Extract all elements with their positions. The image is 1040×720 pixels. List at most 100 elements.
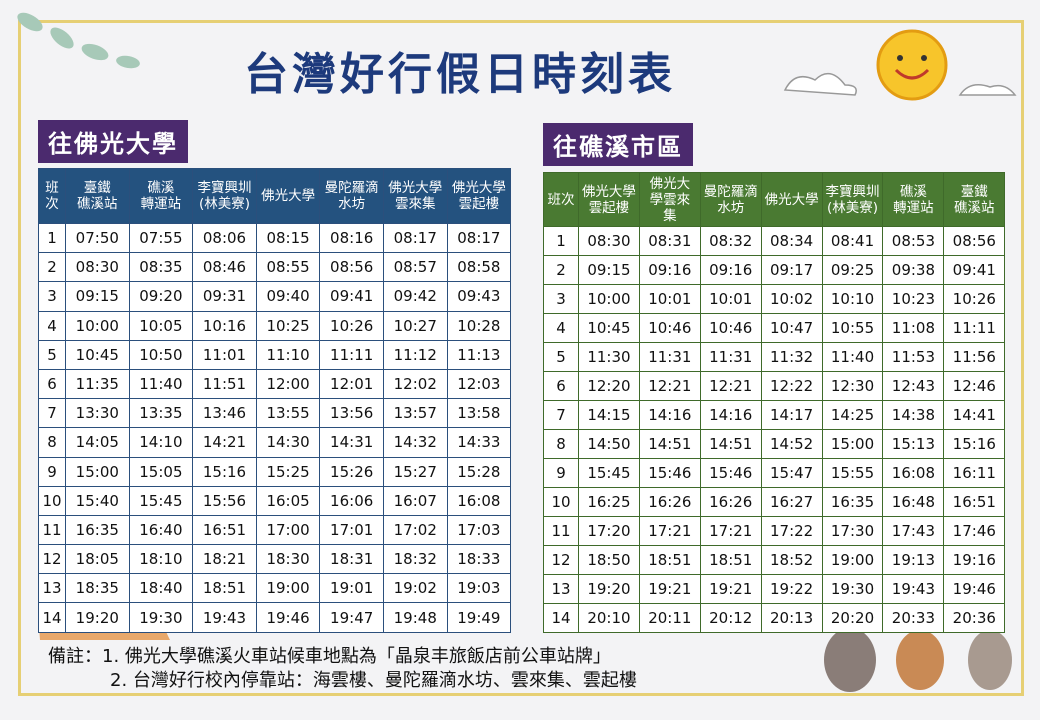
time-cell: 09:15 bbox=[65, 281, 130, 312]
table-row: 4 10:00 10:05 10:16 10:25 10:26 10:27 10:28 bbox=[38, 310, 512, 341]
column-header: 班次 bbox=[543, 172, 579, 227]
time-cell: 12:01 bbox=[319, 368, 384, 400]
table-row: 13 19:20 19:21 19:21 19:22 19:30 19:43 19:46 bbox=[543, 574, 1006, 604]
table-row: 13 18:35 18:40 18:51 19:00 19:01 19:02 19:03 bbox=[38, 573, 512, 604]
time-cell: 19:01 bbox=[319, 573, 384, 604]
table-row: 8 14:50 14:51 14:51 14:52 15:00 15:13 15:16 bbox=[543, 429, 1006, 459]
run-number: 8 bbox=[38, 427, 66, 458]
table-row: 7 13:30 13:35 13:46 13:55 13:56 13:57 13:58 bbox=[38, 398, 512, 429]
timetable: 班 次臺鐵 礁溪站 礁溪 轉運站 李寶興圳 (林美寮) 佛光大學 曼陀羅滴 水坊 佛光大學… bbox=[38, 168, 512, 633]
time-cell: 16:40 bbox=[128, 514, 194, 546]
run-number: 4 bbox=[38, 310, 66, 341]
time-cell: 20:36 bbox=[943, 603, 1006, 633]
table-row: 2 08:30 08:35 08:46 08:55 08:56 08:57 08:58 bbox=[38, 252, 512, 283]
time-cell: 11:11 bbox=[943, 313, 1006, 343]
time-cell: 19:21 bbox=[699, 574, 762, 604]
table-row: 2 09:15 09:16 09:16 09:17 09:25 09:38 09:41 bbox=[543, 255, 1006, 285]
time-cell: 10:01 bbox=[638, 284, 701, 314]
time-cell: 17:21 bbox=[638, 516, 701, 546]
time-cell: 16:08 bbox=[446, 485, 512, 516]
column-header: 礁溪 轉運站 bbox=[882, 172, 945, 227]
time-cell: 18:10 bbox=[128, 544, 194, 575]
time-cell: 20:10 bbox=[578, 603, 640, 633]
table-row: 10 15:40 15:45 15:56 16:05 16:06 16:07 16:08 bbox=[38, 485, 512, 516]
run-number: 3 bbox=[38, 281, 66, 312]
time-cell: 16:51 bbox=[192, 514, 257, 546]
time-cell: 19:30 bbox=[128, 602, 194, 633]
time-cell: 13:46 bbox=[192, 398, 257, 429]
time-cell: 10:45 bbox=[578, 313, 640, 343]
time-cell: 19:22 bbox=[760, 574, 823, 604]
column-header: 臺鐵 礁溪站 bbox=[943, 172, 1006, 227]
time-cell: 09:15 bbox=[578, 255, 640, 285]
time-cell: 14:38 bbox=[882, 400, 945, 430]
time-cell: 10:26 bbox=[943, 284, 1006, 314]
time-cell: 12:43 bbox=[882, 371, 945, 401]
time-cell: 18:33 bbox=[446, 544, 512, 575]
time-cell: 10:27 bbox=[382, 310, 448, 341]
time-cell: 17:22 bbox=[760, 516, 823, 546]
time-cell: 17:43 bbox=[882, 516, 945, 546]
section-heading: 往佛光大學 bbox=[38, 120, 188, 163]
time-cell: 09:20 bbox=[128, 281, 194, 312]
column-header: 佛光大學 bbox=[255, 168, 321, 224]
time-cell: 14:16 bbox=[638, 400, 701, 430]
time-cell: 18:35 bbox=[65, 573, 130, 604]
time-cell: 08:17 bbox=[446, 222, 512, 254]
column-header: 李寶興圳 (林美寮) bbox=[821, 172, 884, 227]
time-cell: 20:13 bbox=[760, 603, 823, 633]
run-number: 10 bbox=[38, 485, 66, 516]
time-cell: 09:38 bbox=[882, 255, 945, 285]
run-number: 14 bbox=[38, 602, 66, 633]
time-cell: 17:01 bbox=[319, 514, 384, 546]
time-cell: 11:53 bbox=[882, 342, 945, 372]
table-row: 4 10:45 10:46 10:46 10:47 10:55 11:08 11:11 bbox=[543, 313, 1006, 343]
time-cell: 09:16 bbox=[699, 255, 762, 285]
time-cell: 19:00 bbox=[255, 573, 321, 604]
column-header: 曼陀羅滴 水坊 bbox=[699, 172, 762, 227]
time-cell: 12:00 bbox=[255, 368, 321, 400]
column-header: 佛光大學 bbox=[760, 172, 823, 227]
time-cell: 19:30 bbox=[821, 574, 884, 604]
time-cell: 18:40 bbox=[128, 573, 194, 604]
time-cell: 08:41 bbox=[821, 226, 884, 256]
time-cell: 12:30 bbox=[821, 371, 884, 401]
time-cell: 11:51 bbox=[192, 368, 257, 400]
time-cell: 15:05 bbox=[128, 456, 194, 487]
time-cell: 11:13 bbox=[446, 339, 512, 370]
time-cell: 08:31 bbox=[638, 226, 701, 256]
table-row: 8 14:05 14:10 14:21 14:30 14:31 14:32 14:33 bbox=[38, 427, 512, 458]
time-cell: 18:05 bbox=[65, 544, 130, 575]
time-cell: 09:16 bbox=[638, 255, 701, 285]
column-header: 李寶興圳 (林美寮) bbox=[192, 168, 257, 224]
time-cell: 18:31 bbox=[319, 544, 384, 575]
column-header: 礁溪 轉運站 bbox=[128, 168, 194, 224]
time-cell: 16:26 bbox=[699, 487, 762, 517]
time-cell: 11:11 bbox=[319, 339, 384, 370]
time-cell: 14:30 bbox=[255, 427, 321, 458]
time-cell: 10:25 bbox=[255, 310, 321, 341]
time-cell: 19:02 bbox=[382, 573, 448, 604]
table-row: 12 18:50 18:51 18:51 18:52 19:00 19:13 19:16 bbox=[543, 545, 1006, 575]
column-header: 曼陀羅滴 水坊 bbox=[319, 168, 384, 224]
time-cell: 19:43 bbox=[192, 602, 257, 633]
time-cell: 18:52 bbox=[760, 545, 823, 575]
time-cell: 14:33 bbox=[446, 427, 512, 458]
time-cell: 10:47 bbox=[760, 313, 823, 343]
time-cell: 15:45 bbox=[128, 485, 194, 516]
time-cell: 10:00 bbox=[578, 284, 640, 314]
time-cell: 12:46 bbox=[943, 371, 1006, 401]
time-cell: 20:11 bbox=[638, 603, 701, 633]
time-cell: 15:47 bbox=[760, 458, 823, 488]
time-cell: 20:20 bbox=[821, 603, 884, 633]
table-row: 6 12:20 12:21 12:21 12:22 12:30 12:43 12:46 bbox=[543, 371, 1006, 401]
time-cell: 14:10 bbox=[128, 427, 194, 458]
time-cell: 12:22 bbox=[760, 371, 823, 401]
time-cell: 10:16 bbox=[192, 310, 257, 341]
time-cell: 19:46 bbox=[943, 574, 1006, 604]
time-cell: 14:51 bbox=[699, 429, 762, 459]
time-cell: 11:40 bbox=[128, 368, 194, 400]
header-row: 班 次臺鐵 礁溪站 礁溪 轉運站 李寶興圳 (林美寮) 佛光大學 曼陀羅滴 水坊 佛光大學… bbox=[38, 168, 512, 224]
run-number: 11 bbox=[543, 516, 579, 546]
table-row: 11 17:20 17:21 17:21 17:22 17:30 17:43 17:46 bbox=[543, 516, 1006, 546]
